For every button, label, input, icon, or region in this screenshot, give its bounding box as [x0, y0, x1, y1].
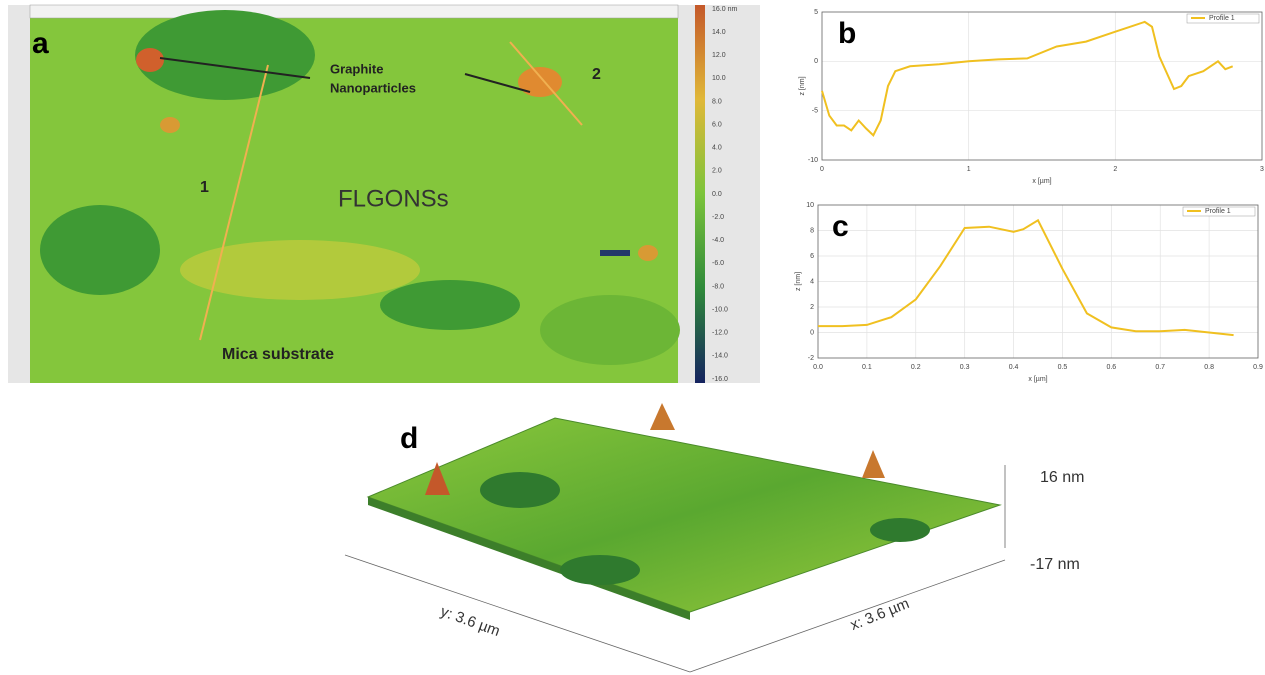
annotation: Graphite: [330, 61, 383, 76]
profile-line: [818, 218, 1234, 337]
panel-label: a: [32, 27, 49, 60]
x-extent-label: x: 3.6 µm: [848, 595, 912, 634]
x-tick-label: 1: [967, 166, 971, 173]
y-tick-label: -5: [812, 108, 818, 115]
y-axis-label: z [nm]: [799, 76, 806, 95]
z-min-label: -17 nm: [1030, 556, 1080, 573]
plot-frame: [821, 11, 1263, 161]
surface-3d: [344, 403, 1006, 673]
y-tick-label: -2: [808, 355, 814, 362]
x-axis-label: x [µm]: [1028, 376, 1047, 383]
y-tick-label: 5: [814, 9, 818, 16]
colorbar-label: 2.0: [712, 168, 722, 175]
colorbar-label: 12.0: [712, 52, 726, 59]
panel-label: c: [832, 210, 849, 243]
y-tick-label: -10: [808, 157, 818, 164]
x-tick-label: 0.8: [1204, 364, 1214, 371]
panel-label: d: [400, 422, 418, 455]
x-tick-label: 2: [1113, 166, 1117, 173]
y-extent-label: y: 3.6 µm: [438, 603, 502, 640]
panel-label: b: [838, 17, 856, 50]
colorbar-label: 16.0 nm: [712, 6, 737, 13]
colorbar-label: -14.0: [712, 353, 728, 360]
colorbar-label: 14.0: [712, 29, 726, 36]
plot-area: [822, 12, 1262, 160]
x-tick-label: 3: [1260, 166, 1264, 173]
colorbar-label: 4.0: [712, 145, 722, 152]
profile-line: [821, 20, 1234, 137]
annotation: Mica substrate: [222, 346, 334, 363]
colorbar-label: -16.0: [712, 376, 728, 383]
legend-label: Profile 1: [1205, 208, 1231, 215]
afm-image: [8, 4, 760, 383]
y-tick-label: 0: [814, 58, 818, 65]
x-tick-label: 0: [820, 166, 824, 173]
plot-frame: [817, 204, 1259, 359]
legend-box: [1186, 13, 1260, 24]
annotation: 2: [592, 66, 601, 83]
y-tick-label: 4: [810, 278, 814, 285]
x-axis-label: x [µm]: [1032, 178, 1051, 185]
colorbar-label: -10.0: [712, 306, 728, 313]
colorbar-label: -4.0: [712, 237, 724, 244]
y-tick-label: 8: [810, 227, 814, 234]
x-tick-label: 0.9: [1253, 364, 1263, 371]
y-axis-label: z [nm]: [795, 272, 802, 291]
colorbar-label: -2.0: [712, 214, 724, 221]
y-tick-label: 10: [806, 202, 814, 209]
x-tick-label: 0.4: [1009, 364, 1019, 371]
x-tick-label: 0.1: [862, 364, 872, 371]
x-tick-label: 0.7: [1155, 364, 1165, 371]
legend-label: Profile 1: [1209, 15, 1235, 22]
x-tick-label: 0.2: [911, 364, 921, 371]
x-tick-label: 0.5: [1058, 364, 1068, 371]
x-tick-label: 0.0: [813, 364, 823, 371]
colorbar-label: 6.0: [712, 121, 722, 128]
x-tick-label: 0.3: [960, 364, 970, 371]
colorbar-label: -8.0: [712, 283, 724, 290]
annotation: Nanoparticles: [330, 80, 416, 95]
z-max-label: 16 nm: [1040, 469, 1084, 486]
y-tick-label: 0: [810, 329, 814, 336]
legend-box: [1182, 206, 1256, 217]
y-tick-label: 2: [810, 304, 814, 311]
x-tick-label: 0.6: [1106, 364, 1116, 371]
annotation: FLGONSs: [338, 185, 449, 212]
colorbar-label: 10.0: [712, 75, 726, 82]
colorbar-label: -6.0: [712, 260, 724, 267]
colorbar-label: -12.0: [712, 330, 728, 337]
annotation: 1: [200, 179, 209, 196]
colorbar-label: 8.0: [712, 98, 722, 105]
colorbar-label: 0.0: [712, 191, 722, 198]
y-tick-label: 6: [810, 253, 814, 260]
